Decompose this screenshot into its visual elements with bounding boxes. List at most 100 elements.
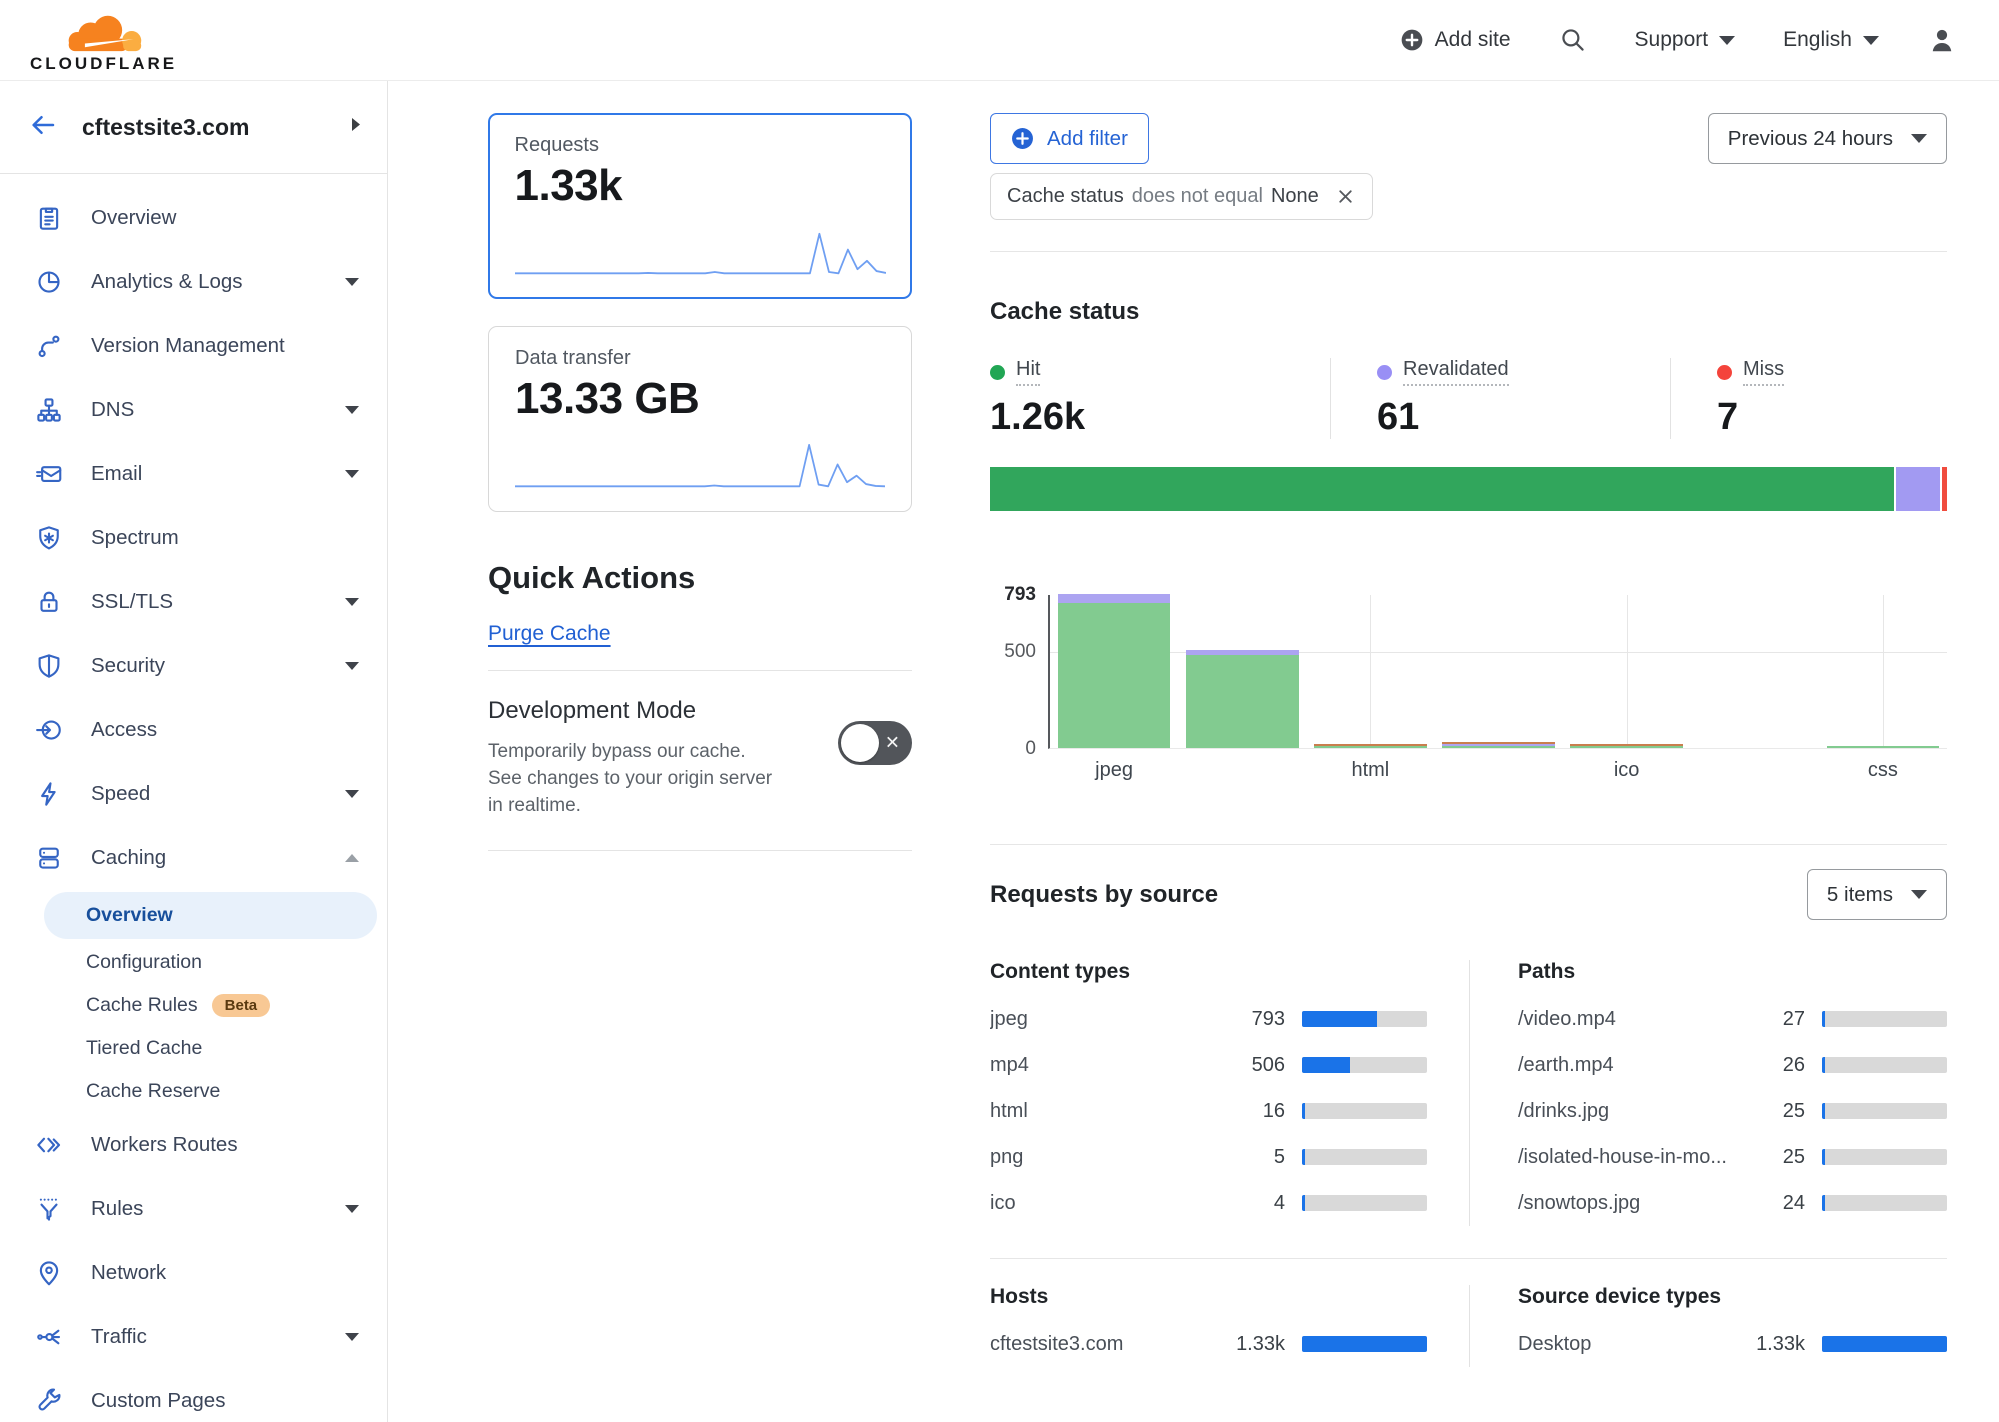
rules-icon — [34, 1194, 64, 1224]
table-row[interactable]: /video.mp4 27 — [1518, 996, 1947, 1042]
sidebar-item-access[interactable]: Access — [0, 698, 387, 762]
table-row[interactable]: /earth.mp4 26 — [1518, 1042, 1947, 1088]
remove-filter-icon[interactable] — [1335, 186, 1356, 207]
sidebar-subitem-cache-rules[interactable]: Cache Rules Beta — [0, 984, 387, 1027]
row-label: /snowtops.jpg — [1518, 1191, 1641, 1214]
quick-actions-title: Quick Actions — [488, 560, 696, 595]
back-arrow-icon[interactable] — [28, 110, 58, 145]
requests-by-source-section: Requests by source 5 items Content types… — [990, 845, 1947, 1399]
row-label: png — [990, 1145, 1024, 1168]
table-row[interactable]: mp4 506 — [990, 1042, 1427, 1088]
stat-label[interactable]: Miss — [1717, 358, 1785, 386]
purge-cache-link[interactable]: Purge Cache — [488, 622, 611, 645]
filter-chip-cache-status[interactable]: Cache status does not equal None — [990, 173, 1373, 220]
sidebar-item-caching[interactable]: Caching — [0, 826, 387, 890]
sidebar-item-workers-routes[interactable]: Workers Routes — [0, 1113, 387, 1177]
requests-by-source-title: Requests by source — [990, 880, 1219, 908]
cloudflare-wordmark: CLOUDFLARE — [30, 53, 178, 73]
add-site-button[interactable]: Add site — [1400, 28, 1511, 52]
sidebar-item-rules[interactable]: Rules — [0, 1177, 387, 1241]
divider — [488, 670, 912, 671]
stat-label[interactable]: Hit — [990, 358, 1041, 386]
requests-metric-card[interactable]: Requests 1.33k — [488, 113, 912, 299]
source-table-source-device-types: Source device types Desktop 1.33k — [1469, 1285, 1947, 1367]
row-value: 5 — [1273, 1145, 1285, 1168]
table-row[interactable]: ico 4 — [990, 1180, 1427, 1226]
sidebar-subitem-overview[interactable]: Overview — [44, 892, 377, 939]
table-row[interactable]: png 5 — [990, 1134, 1427, 1180]
sidebar-subitem-cache-reserve[interactable]: Cache Reserve — [0, 1070, 387, 1113]
analytics-icon — [34, 267, 64, 297]
chevron-right-icon[interactable] — [350, 116, 363, 138]
table-row[interactable]: Desktop 1.33k — [1518, 1321, 1947, 1367]
grid-line — [1626, 595, 1628, 748]
chevron-down-icon — [1911, 890, 1927, 899]
table-row[interactable]: jpeg 793 — [990, 996, 1427, 1042]
data-transfer-metric-card[interactable]: Data transfer 13.33 GB — [488, 326, 912, 512]
cloudflare-logo[interactable]: CLOUDFLARE — [30, 7, 177, 74]
sidebar-item-label: Analytics & Logs — [91, 270, 243, 293]
row-value: 506 — [1251, 1053, 1285, 1076]
caching-icon — [34, 843, 64, 873]
row-label: ico — [990, 1191, 1016, 1214]
sidebar: cftestsite3.com Overview Analytics & Logs… — [0, 81, 388, 1422]
table-row[interactable]: cftestsite3.com 1.33k — [990, 1321, 1427, 1367]
version-icon — [34, 331, 64, 361]
table-title: Hosts — [990, 1285, 1049, 1308]
stat-label[interactable]: Revalidated — [1377, 358, 1509, 386]
sidebar-item-speed[interactable]: Speed — [0, 762, 387, 826]
row-value: 25 — [1782, 1145, 1805, 1168]
row-label: Desktop — [1518, 1332, 1592, 1355]
stat-revalidated: Revalidated 61 — [1330, 358, 1670, 439]
development-mode-toggle[interactable]: ✕ — [838, 721, 912, 765]
bar-segment-revalidated — [1185, 649, 1299, 655]
items-count-select[interactable]: 5 items — [1806, 869, 1947, 920]
row-bar — [1302, 1336, 1427, 1352]
sidebar-item-analytics-logs[interactable]: Analytics & Logs — [0, 250, 387, 314]
sidebar-item-custom-pages[interactable]: Custom Pages — [0, 1369, 387, 1422]
sidebar-item-dns[interactable]: DNS — [0, 378, 387, 442]
cache-status-title: Cache status — [990, 298, 1140, 325]
time-range-select[interactable]: Previous 24 hours — [1707, 113, 1947, 164]
sidebar-item-label: Spectrum — [91, 526, 179, 549]
requests-value: 1.33k — [514, 160, 623, 210]
row-value: 26 — [1782, 1053, 1805, 1076]
sidebar-item-version-management[interactable]: Version Management — [0, 314, 387, 378]
sidebar-item-spectrum[interactable]: Spectrum — [0, 506, 387, 570]
table-row[interactable]: /snowtops.jpg 24 — [1518, 1180, 1947, 1226]
security-icon — [34, 651, 64, 681]
row-label: /drinks.jpg — [1518, 1099, 1610, 1122]
row-bar — [1822, 1011, 1947, 1027]
sidebar-item-security[interactable]: Security — [0, 634, 387, 698]
bar-segment-hit — [1057, 602, 1171, 748]
table-row[interactable]: /isolated-house-in-mo... 25 — [1518, 1134, 1947, 1180]
bar-segment-hit — [1570, 746, 1683, 748]
x-tick-label: css — [1867, 759, 1898, 781]
row-bar — [1822, 1195, 1947, 1211]
language-menu[interactable]: English — [1783, 28, 1879, 52]
support-menu[interactable]: Support — [1635, 28, 1736, 52]
row-label: html — [990, 1099, 1028, 1122]
custom-pages-icon — [34, 1386, 64, 1416]
analytics-panel: Add filter Cache status does not equal N… — [942, 81, 1999, 1422]
row-label: cftestsite3.com — [990, 1332, 1124, 1355]
sidebar-item-traffic[interactable]: Traffic — [0, 1305, 387, 1369]
stacked-segment-miss — [1941, 467, 1947, 511]
sidebar-item-network[interactable]: Network — [0, 1241, 387, 1305]
add-filter-button[interactable]: Add filter — [990, 113, 1149, 164]
sidebar-item-ssl-tls[interactable]: SSL/TLS — [0, 570, 387, 634]
row-value: 24 — [1782, 1191, 1805, 1214]
table-row[interactable]: html 16 — [990, 1088, 1427, 1134]
search-icon[interactable] — [1559, 26, 1587, 54]
sidebar-item-overview[interactable]: Overview — [0, 186, 387, 250]
bar-ico — [1563, 595, 1691, 748]
sidebar-subitem-configuration[interactable]: Configuration — [0, 941, 387, 984]
sidebar-item-label: Caching — [91, 846, 167, 869]
row-label: jpeg — [990, 1007, 1028, 1030]
sidebar-subitem-tiered-cache[interactable]: Tiered Cache — [0, 1027, 387, 1070]
beta-badge: Beta — [211, 994, 271, 1017]
user-icon[interactable] — [1927, 25, 1957, 55]
sidebar-item-email[interactable]: Email — [0, 442, 387, 506]
table-row[interactable]: /drinks.jpg 25 — [1518, 1088, 1947, 1134]
chevron-down-icon — [1911, 134, 1927, 143]
